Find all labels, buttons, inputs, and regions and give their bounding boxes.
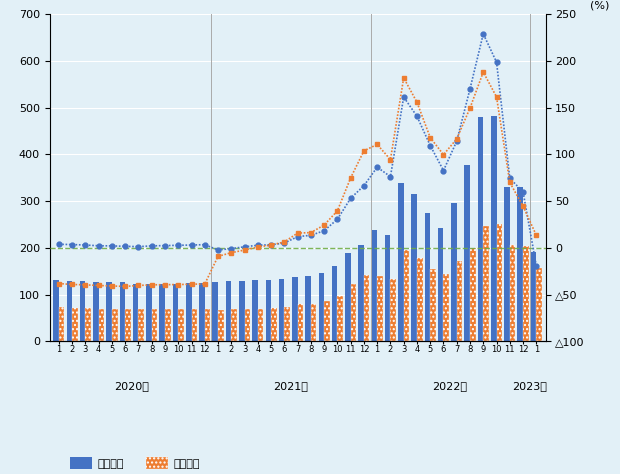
Bar: [412, 194, 417, 341]
Bar: [186, 283, 192, 341]
Bar: [438, 228, 443, 341]
Bar: [504, 187, 510, 341]
Bar: [377, 276, 383, 341]
Bar: [523, 246, 529, 341]
Bar: [239, 281, 244, 341]
Bar: [138, 310, 144, 341]
Bar: [258, 309, 264, 341]
Bar: [531, 252, 536, 341]
Bar: [226, 281, 231, 341]
Bar: [536, 268, 542, 341]
Bar: [252, 280, 258, 341]
Bar: [107, 282, 112, 341]
Bar: [324, 301, 330, 341]
Text: 2022年: 2022年: [433, 381, 467, 391]
Bar: [125, 310, 131, 341]
Bar: [112, 309, 118, 341]
Bar: [279, 280, 285, 341]
Text: 2023年: 2023年: [512, 381, 547, 391]
Bar: [337, 296, 343, 341]
Bar: [491, 116, 497, 341]
Bar: [152, 309, 157, 341]
Bar: [205, 309, 210, 341]
Bar: [66, 281, 72, 341]
Bar: [86, 308, 91, 341]
Bar: [425, 213, 430, 341]
Bar: [165, 309, 171, 341]
Bar: [146, 284, 152, 341]
Bar: [159, 284, 165, 341]
Bar: [457, 262, 463, 341]
Bar: [497, 224, 502, 341]
Bar: [218, 310, 224, 341]
Bar: [298, 304, 303, 341]
Text: 2020年: 2020年: [114, 381, 149, 391]
Bar: [99, 309, 104, 341]
Bar: [192, 309, 197, 341]
Bar: [72, 308, 78, 341]
Bar: [358, 245, 364, 341]
Bar: [371, 230, 377, 341]
Bar: [199, 283, 205, 341]
Bar: [271, 308, 277, 341]
Bar: [385, 235, 391, 341]
Bar: [173, 283, 178, 341]
Bar: [345, 253, 351, 341]
Bar: [351, 284, 356, 341]
Bar: [265, 280, 271, 341]
Bar: [430, 269, 436, 341]
Bar: [120, 283, 125, 341]
Bar: [178, 309, 184, 341]
Bar: [391, 279, 396, 341]
Bar: [59, 308, 64, 341]
Bar: [451, 203, 457, 341]
Bar: [292, 277, 298, 341]
Bar: [483, 226, 489, 341]
Bar: [319, 273, 324, 341]
Bar: [133, 284, 138, 341]
Bar: [464, 165, 470, 341]
Bar: [53, 280, 59, 341]
Bar: [311, 304, 316, 341]
Bar: [470, 248, 476, 341]
Bar: [417, 257, 422, 341]
Bar: [285, 307, 290, 341]
Bar: [518, 187, 523, 341]
Bar: [510, 245, 515, 341]
Text: 2021年: 2021年: [273, 381, 308, 391]
Bar: [244, 309, 250, 341]
Bar: [213, 282, 218, 341]
Bar: [305, 276, 311, 341]
Bar: [80, 281, 86, 341]
Bar: [93, 282, 99, 341]
Bar: [443, 273, 449, 341]
Bar: [332, 266, 337, 341]
Bar: [364, 275, 370, 341]
Bar: [231, 310, 237, 341]
Text: (%): (%): [590, 1, 609, 11]
Bar: [398, 182, 404, 341]
Bar: [477, 117, 483, 341]
Bar: [404, 250, 409, 341]
